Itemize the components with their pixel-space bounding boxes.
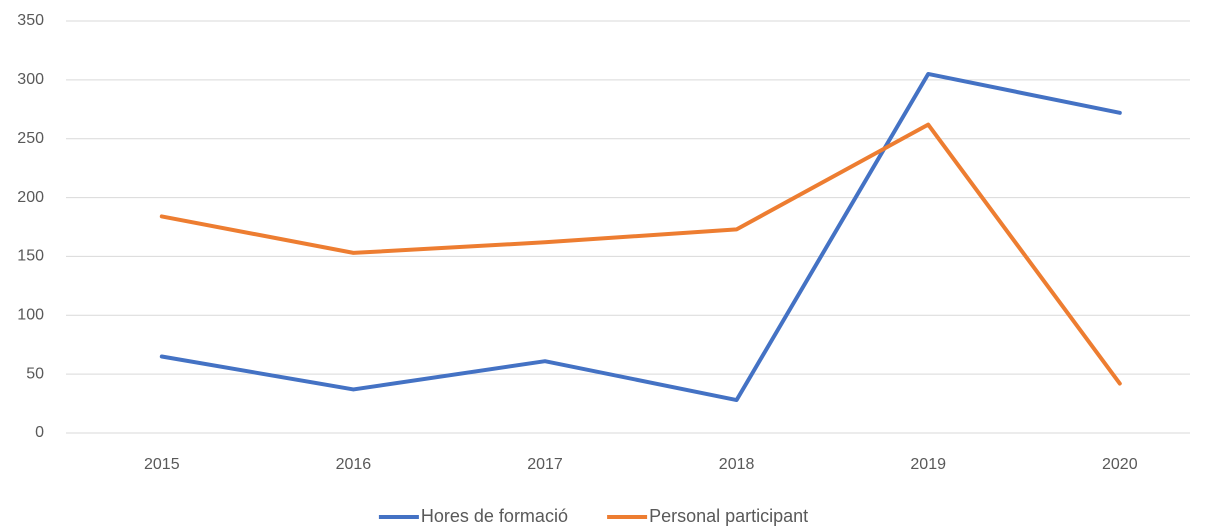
series-line — [159, 71, 1122, 403]
y-tick-label: 150 — [17, 248, 44, 265]
y-tick-label: 350 — [17, 12, 44, 29]
x-tick-label: 2017 — [527, 456, 563, 473]
y-tick-label: 200 — [17, 189, 44, 206]
legend-label: Personal participant — [649, 506, 808, 526]
y-tick-label: 50 — [26, 365, 44, 382]
x-tick-label: 2020 — [1102, 456, 1138, 473]
y-tick-label: 250 — [17, 130, 44, 147]
legend-label: Hores de formació — [421, 506, 568, 526]
x-tick-label: 2019 — [910, 456, 946, 473]
y-tick-label: 100 — [17, 307, 44, 324]
x-tick-label: 2015 — [144, 456, 180, 473]
x-tick-label: 2016 — [336, 456, 372, 473]
series-line — [159, 122, 1122, 386]
y-tick-label: 0 — [35, 424, 44, 441]
x-tick-label: 2018 — [719, 456, 755, 473]
y-tick-label: 300 — [17, 71, 44, 88]
